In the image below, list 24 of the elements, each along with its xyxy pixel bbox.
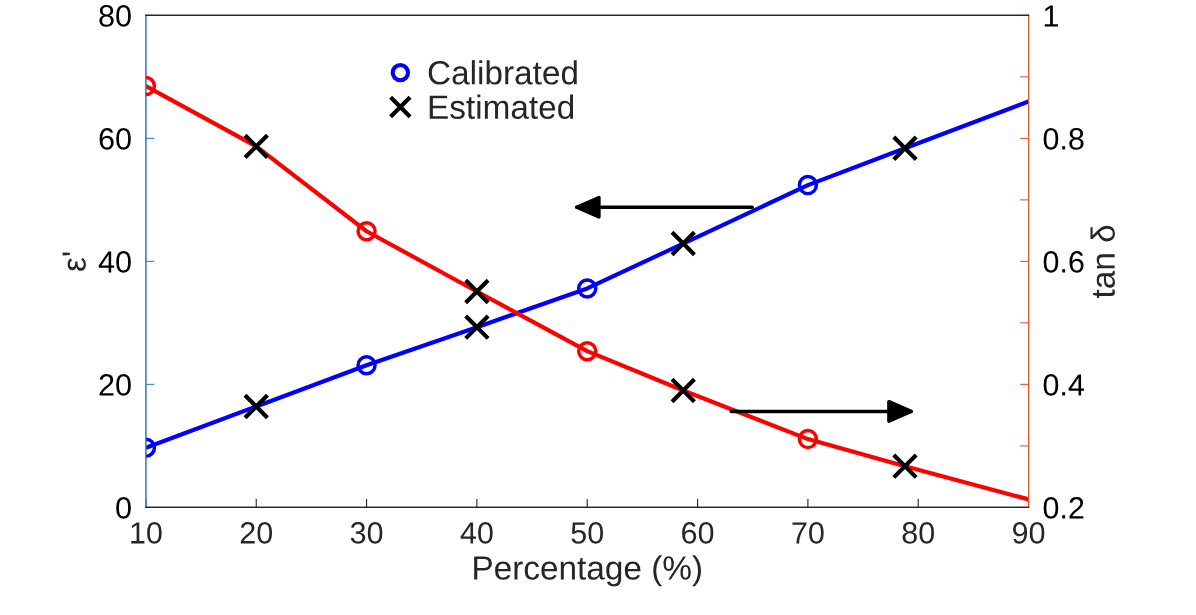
y2-tick-label: 0.6 (1043, 251, 1084, 273)
x-tick-label: 10 (131, 522, 162, 544)
x-axis-title: Percentage (%) (474, 555, 701, 587)
y-tick-label: 60 (99, 128, 131, 150)
y-tick-label: 0 (116, 497, 131, 519)
y2-tick-label: 0.4 (1043, 374, 1085, 396)
y-tick-label: 20 (99, 374, 131, 396)
x-tick-label: 40 (460, 522, 493, 544)
y2-axis-title: tan δ (1090, 225, 1115, 298)
x-tick-label: 30 (350, 522, 383, 544)
y-tick-label: 40 (98, 251, 131, 273)
x-tick-label: 20 (240, 522, 273, 544)
y-tick-label: 80 (99, 5, 131, 27)
legend-label: Estimated (429, 94, 574, 120)
y2-tick-label: 0.2 (1043, 497, 1084, 519)
x-tick-label: 90 (1013, 522, 1045, 544)
y2-tick-label: 0.8 (1043, 128, 1084, 150)
y-axis-title: ε' (62, 252, 86, 271)
x-tick-label: 70 (792, 522, 824, 544)
x-tick-label: 50 (571, 522, 604, 544)
x-tick-label: 60 (682, 522, 714, 544)
x-tick-label: 80 (902, 522, 935, 544)
legend-label: Calibrated (428, 60, 577, 85)
y2-tick-label: 1 (1044, 5, 1058, 27)
